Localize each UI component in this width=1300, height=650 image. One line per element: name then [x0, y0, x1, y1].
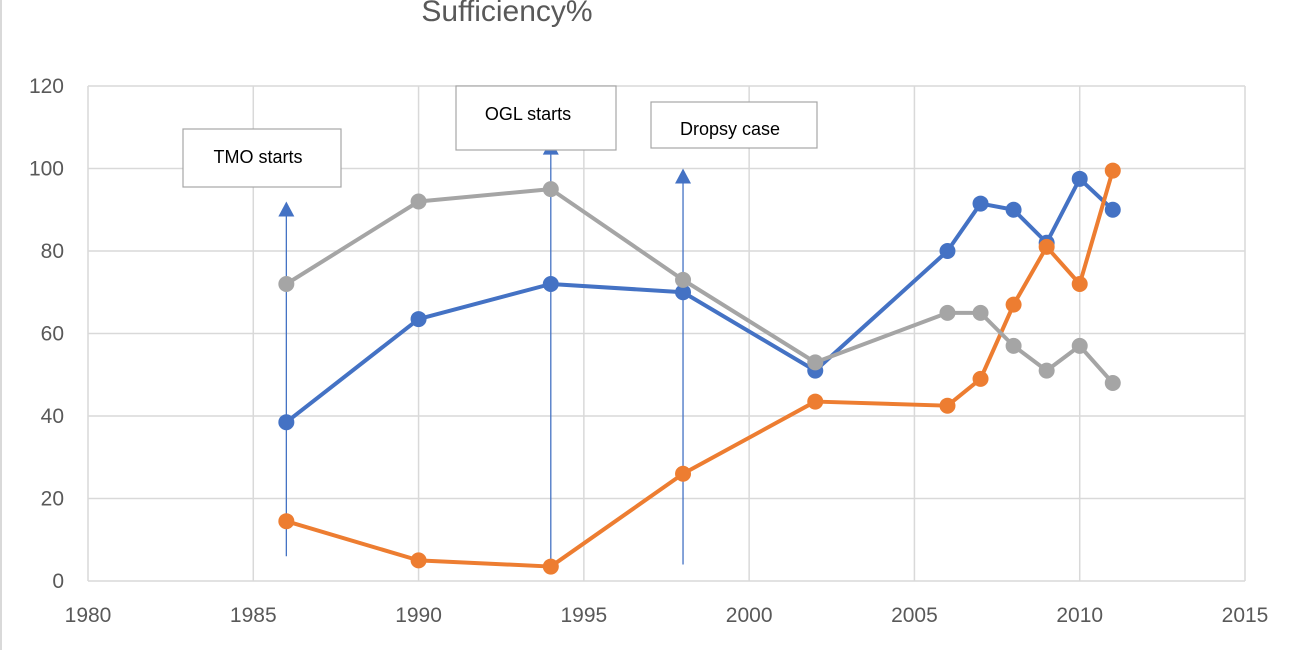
y-tick-label: 120: [29, 75, 64, 98]
data-point: [972, 195, 989, 212]
data-point: [1104, 162, 1121, 179]
data-point: [278, 414, 295, 431]
data-point: [1005, 201, 1022, 218]
data-point: [542, 276, 559, 292]
annotation-box: TMO starts: [182, 128, 342, 188]
data-point: [278, 276, 295, 292]
data-point: [807, 354, 824, 371]
data-point: [1104, 375, 1121, 391]
data-point: [278, 513, 295, 530]
y-tick-label: 80: [41, 240, 64, 263]
x-tick-label: 2005: [891, 604, 938, 627]
series-lines: [278, 162, 1121, 575]
data-point: [410, 193, 427, 210]
data-point: [939, 243, 956, 259]
x-tick-label: 1990: [395, 604, 442, 627]
data-point: [939, 397, 956, 414]
annotation-arrowhead: [278, 201, 295, 217]
data-point: [1005, 296, 1022, 313]
tick-labels: 0 20 40 60 80 100 120 1980 1985 1990 1995 2000 2005 2…: [29, 75, 1268, 627]
series-1: [278, 170, 1121, 431]
x-tick-label: 2000: [726, 604, 773, 627]
data-point: [410, 552, 427, 569]
y-tick-label: 40: [41, 405, 64, 428]
annotation-label: OGL starts: [485, 104, 571, 124]
data-point: [939, 304, 956, 321]
data-point: [807, 393, 824, 410]
series-line: [284, 176, 1115, 425]
data-point: [410, 311, 427, 328]
data-point: [675, 465, 692, 482]
annotation-box: Dropsy case: [650, 101, 818, 149]
chart-title: Sufficiency%: [421, 0, 592, 28]
data-point: [1104, 201, 1121, 218]
x-tick-label: 1985: [230, 604, 277, 627]
data-point: [542, 558, 559, 575]
annotation-label: TMO starts: [214, 147, 303, 167]
annotation-arrows: [278, 139, 692, 565]
series-2: [278, 162, 1121, 575]
annotation-boxes: TMO starts OGL starts Dropsy case: [182, 85, 818, 188]
annotation-box-frame: [650, 101, 818, 149]
data-point: [1071, 276, 1088, 292]
annotation-box-frame: [455, 85, 617, 151]
x-tick-label: 2015: [1222, 604, 1269, 627]
y-tick-label: 20: [41, 488, 64, 511]
data-point: [542, 181, 559, 198]
data-point: [972, 370, 989, 387]
data-point: [1071, 170, 1088, 187]
y-tick-label: 60: [41, 323, 64, 346]
series-line: [284, 187, 1115, 385]
x-tick-label: 1980: [65, 604, 112, 627]
data-point: [972, 304, 989, 321]
x-tick-label: 2010: [1056, 604, 1103, 627]
data-point: [1038, 238, 1055, 255]
series-line: [284, 168, 1115, 569]
x-tick-label: 1995: [560, 604, 607, 627]
annotation-label: Dropsy case: [680, 119, 780, 139]
data-point: [1005, 337, 1022, 354]
data-point: [1071, 337, 1088, 354]
data-point: [675, 271, 692, 288]
annotation-box-frame: [182, 128, 342, 188]
data-point: [1038, 362, 1055, 379]
data-point: [675, 284, 692, 301]
annotation-arrowhead: [675, 168, 692, 184]
annotation-box: OGL starts: [455, 85, 617, 151]
y-tick-label: 100: [29, 158, 64, 181]
series-3: [278, 181, 1121, 391]
y-tick-label: 0: [52, 570, 64, 593]
